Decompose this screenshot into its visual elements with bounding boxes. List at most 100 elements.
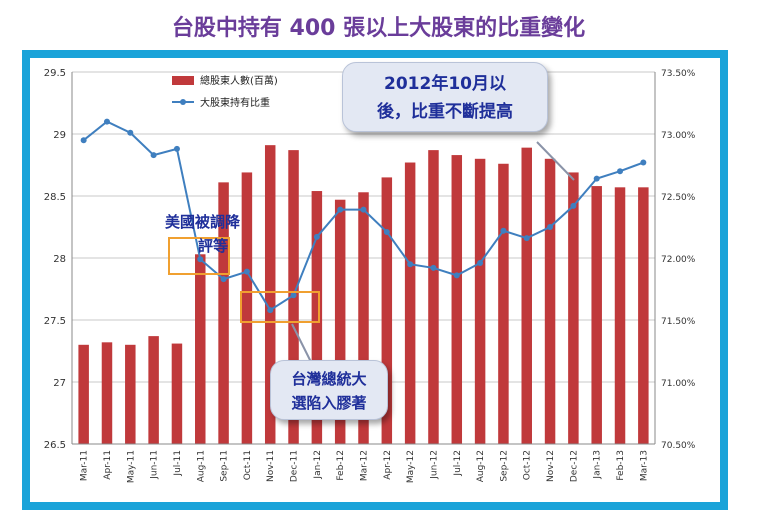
- y-right-tick-label: 70.50%: [661, 441, 696, 451]
- line-point: [383, 228, 390, 235]
- bar: [544, 158, 556, 445]
- bar: [498, 163, 509, 444]
- line-point: [477, 259, 484, 266]
- y-left-tick-label: 28: [53, 254, 66, 265]
- line-point: [80, 137, 87, 144]
- bar: [101, 342, 113, 444]
- y-right-tick-label: 71.00%: [661, 379, 696, 389]
- annotation-us-downgrade-line2: 評等: [197, 237, 228, 255]
- line-point: [243, 268, 250, 275]
- annotation-election-bubble: 台灣總統大 選陷入膠著: [270, 360, 388, 420]
- y-left-tick-label: 26.5: [44, 440, 66, 451]
- x-tick-label: Feb-12: [336, 450, 346, 481]
- x-tick-label: Aug-11: [196, 450, 206, 482]
- line-point: [500, 227, 507, 234]
- legend-label-bar: 總股東人數(百萬): [200, 74, 278, 87]
- chart-background: [30, 58, 720, 502]
- x-tick-label: Aug-12: [476, 450, 486, 482]
- highlight-box-election: [240, 291, 320, 323]
- x-tick-label: Apr-12: [383, 450, 393, 480]
- annotation-us-downgrade: 美國被調降 評等: [90, 210, 240, 258]
- bar: [171, 343, 183, 444]
- x-tick-label: Sep-12: [499, 450, 509, 482]
- line-point: [197, 256, 204, 263]
- line-point: [453, 272, 460, 279]
- x-tick-label: Dec-12: [569, 450, 579, 482]
- bar: [241, 172, 253, 444]
- bar: [311, 191, 323, 444]
- annotation-after-oct-line2: 後，比重不斷提高: [377, 102, 513, 122]
- x-tick-label: Jan-12: [313, 450, 323, 480]
- legend-swatch-bar: [172, 76, 194, 85]
- line-point: [103, 118, 110, 125]
- bar: [125, 344, 136, 444]
- y-left-tick-label: 27: [53, 378, 66, 389]
- legend-marker-line: [180, 99, 186, 105]
- line-point: [547, 224, 554, 230]
- bar: [218, 182, 229, 445]
- bar: [474, 158, 486, 445]
- line-point: [640, 159, 647, 166]
- bar: [521, 147, 532, 444]
- annotation-after-oct-line1: 2012年10月以: [384, 74, 506, 94]
- line-point: [267, 307, 274, 314]
- bar: [451, 155, 463, 444]
- x-tick-label: Mar-12: [360, 450, 370, 481]
- bar: [614, 187, 626, 444]
- y-right-tick-label: 72.00%: [661, 255, 696, 265]
- x-tick-label: Oct-11: [243, 450, 253, 480]
- x-tick-label: Jul-12: [453, 450, 463, 477]
- line-point: [523, 235, 530, 242]
- bar: [195, 254, 206, 444]
- x-tick-label: May-11: [126, 450, 136, 483]
- line-point: [150, 152, 157, 159]
- x-tick-label: Sep-11: [220, 450, 230, 482]
- line-point: [570, 202, 577, 209]
- annotation-election-line2: 選陷入膠著: [291, 394, 367, 412]
- y-right-tick-label: 72.50%: [661, 193, 696, 203]
- pointer-after-oct: [536, 141, 575, 181]
- bar: [428, 150, 439, 444]
- bar: [334, 199, 346, 444]
- line-point: [313, 233, 320, 240]
- line-point: [290, 292, 297, 299]
- line-point: [430, 264, 437, 271]
- line-point: [407, 261, 414, 268]
- page-title: 台股中持有 400 張以上大股東的比重變化: [171, 16, 586, 41]
- x-tick-label: Mar-13: [639, 450, 649, 481]
- x-tick-label: Jul-11: [173, 450, 183, 477]
- line-point: [127, 129, 134, 136]
- bar: [78, 344, 89, 444]
- annotation-after-oct-bubble: 2012年10月以 後，比重不斷提高: [342, 62, 548, 132]
- line-point: [220, 276, 227, 283]
- x-tick-label: Jun-12: [429, 450, 439, 480]
- highlight-box-us-downgrade: [168, 237, 230, 275]
- bar: [591, 186, 602, 444]
- bar: [148, 336, 159, 444]
- x-tick-label: Mar-11: [80, 450, 90, 481]
- line-point: [593, 175, 600, 182]
- x-tick-label: Apr-11: [103, 450, 113, 480]
- bar: [638, 187, 649, 444]
- x-tick-label: Nov-12: [546, 450, 556, 482]
- x-tick-label: Jun-11: [150, 450, 160, 480]
- line-series: [80, 118, 647, 314]
- bar: [568, 172, 579, 444]
- y-left-tick-label: 27.5: [44, 316, 66, 327]
- y-left-tick-label: 28.5: [44, 192, 66, 203]
- line-point: [617, 168, 624, 175]
- y-left-tick-label: 29.5: [44, 68, 66, 79]
- line-point: [360, 206, 367, 213]
- x-tick-label: May-12: [406, 450, 416, 483]
- x-tick-label: Feb-13: [616, 450, 626, 481]
- line-point: [337, 206, 344, 213]
- annotation-election-line1: 台灣總統大: [291, 370, 367, 388]
- bar: [381, 177, 393, 444]
- x-tick-label: Oct-12: [523, 450, 533, 480]
- legend: 總股東人數(百萬) 大股東持有比重: [172, 74, 278, 109]
- x-tick-label: Nov-11: [266, 450, 276, 482]
- bar: [404, 162, 416, 444]
- annotation-us-downgrade-line1: 美國被調降: [164, 213, 240, 231]
- x-tick-label: Dec-11: [290, 450, 300, 482]
- y-right-tick-label: 73.00%: [661, 131, 696, 141]
